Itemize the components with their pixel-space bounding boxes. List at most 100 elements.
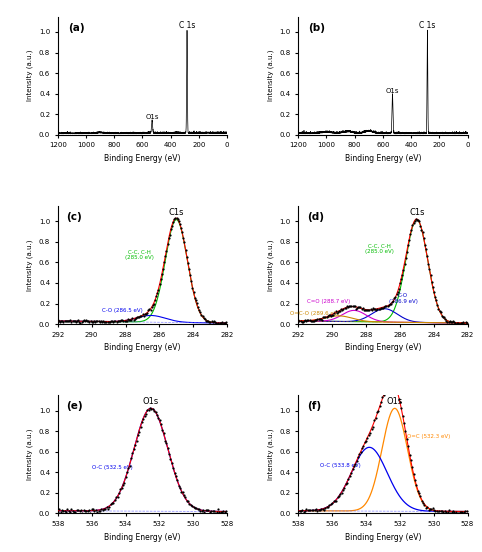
Point bbox=[419, 228, 427, 237]
Point bbox=[217, 508, 225, 517]
Point bbox=[143, 309, 151, 317]
Point bbox=[188, 284, 196, 293]
Point bbox=[418, 497, 426, 506]
Point bbox=[452, 318, 459, 327]
Point bbox=[324, 502, 332, 511]
Point bbox=[318, 316, 326, 325]
Point bbox=[321, 312, 328, 321]
Point bbox=[400, 265, 407, 274]
Point bbox=[360, 442, 367, 450]
Point bbox=[394, 288, 402, 296]
Text: O1s: O1s bbox=[386, 88, 399, 94]
Point bbox=[343, 479, 351, 487]
Point bbox=[426, 264, 433, 273]
Point bbox=[452, 508, 459, 517]
Point bbox=[61, 506, 68, 515]
Point bbox=[323, 503, 331, 512]
Point bbox=[149, 301, 157, 310]
Point bbox=[131, 314, 138, 323]
Point bbox=[406, 230, 414, 238]
Point bbox=[407, 456, 415, 465]
Point bbox=[383, 384, 390, 393]
Point bbox=[133, 436, 140, 445]
Point bbox=[448, 317, 456, 326]
Point bbox=[145, 306, 152, 315]
Point bbox=[446, 508, 454, 517]
Point bbox=[176, 219, 184, 228]
Point bbox=[54, 507, 62, 516]
Point bbox=[403, 247, 411, 256]
Point bbox=[186, 271, 194, 280]
Point bbox=[462, 318, 469, 327]
Point bbox=[296, 316, 304, 325]
Text: C=O (288.7 eV): C=O (288.7 eV) bbox=[307, 299, 350, 304]
Point bbox=[339, 486, 347, 495]
Point bbox=[113, 317, 120, 326]
Point bbox=[425, 505, 432, 514]
Point bbox=[117, 485, 124, 494]
Point bbox=[307, 505, 314, 514]
Point bbox=[312, 505, 320, 514]
Point bbox=[115, 489, 123, 497]
Point bbox=[63, 317, 71, 326]
Point bbox=[415, 489, 423, 497]
Point bbox=[449, 507, 457, 516]
Point bbox=[161, 437, 169, 445]
Point bbox=[414, 215, 422, 224]
Point bbox=[348, 301, 355, 310]
Point bbox=[201, 315, 209, 323]
Point bbox=[300, 316, 308, 325]
Point bbox=[408, 463, 416, 472]
Point bbox=[81, 316, 89, 325]
Point bbox=[314, 314, 321, 323]
Point bbox=[324, 312, 332, 321]
Point bbox=[80, 315, 88, 324]
Point bbox=[99, 317, 107, 326]
Text: (e): (e) bbox=[67, 401, 83, 411]
Point bbox=[137, 422, 145, 431]
Point bbox=[449, 317, 457, 326]
Point bbox=[182, 493, 189, 502]
Point bbox=[189, 288, 197, 297]
Point bbox=[185, 265, 193, 274]
Point bbox=[83, 317, 91, 326]
Point bbox=[96, 317, 104, 326]
Point bbox=[64, 505, 71, 514]
Point bbox=[401, 259, 408, 268]
Point bbox=[299, 317, 307, 326]
Point bbox=[423, 503, 431, 512]
Point bbox=[169, 464, 177, 473]
Point bbox=[215, 507, 223, 516]
Point bbox=[317, 315, 325, 323]
Point bbox=[84, 507, 92, 516]
Y-axis label: Intensity (a.u.): Intensity (a.u.) bbox=[27, 428, 33, 480]
Point bbox=[322, 312, 330, 321]
Point bbox=[431, 293, 439, 301]
Point bbox=[445, 506, 453, 514]
Point bbox=[76, 507, 83, 516]
Point bbox=[302, 317, 310, 326]
Point bbox=[437, 307, 444, 316]
Point bbox=[364, 305, 372, 314]
Point bbox=[183, 497, 190, 506]
Point bbox=[436, 306, 443, 315]
Point bbox=[405, 236, 413, 245]
Point bbox=[385, 301, 392, 310]
Point bbox=[414, 486, 422, 495]
Point bbox=[455, 508, 462, 517]
Point bbox=[142, 409, 150, 418]
Point bbox=[112, 317, 120, 326]
Point bbox=[153, 289, 161, 298]
Point bbox=[132, 314, 140, 322]
Point bbox=[138, 311, 146, 320]
Point bbox=[221, 319, 229, 327]
Point bbox=[199, 311, 206, 320]
Point bbox=[87, 509, 94, 518]
Point bbox=[104, 504, 112, 513]
Point bbox=[162, 439, 170, 448]
Point bbox=[360, 306, 368, 315]
Point bbox=[411, 476, 419, 485]
Point bbox=[412, 215, 420, 224]
Point bbox=[123, 316, 131, 325]
Point bbox=[205, 318, 213, 327]
